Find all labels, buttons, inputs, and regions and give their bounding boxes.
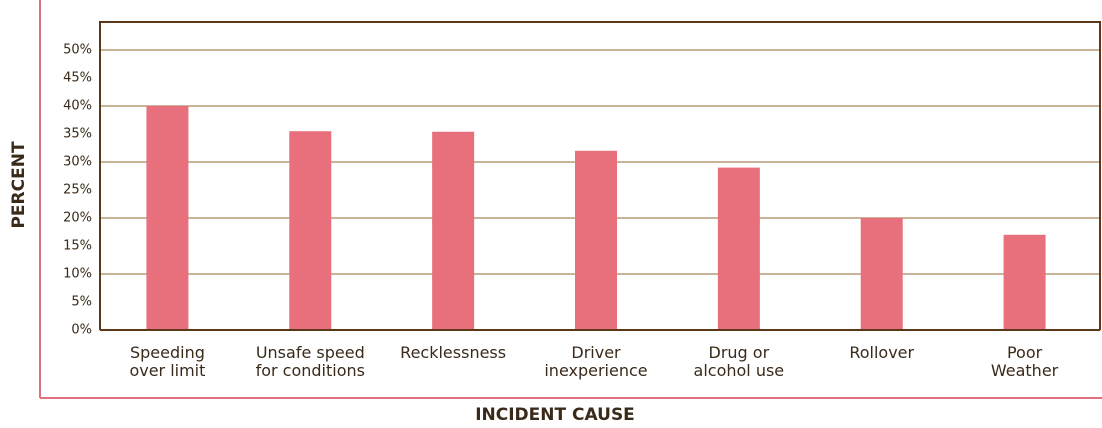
x-tick-label: Poor Weather xyxy=(991,343,1059,380)
y-axis-label: PERCENT xyxy=(9,141,29,228)
bar xyxy=(575,150,617,330)
x-tick-label-line: over limit xyxy=(129,361,205,380)
x-tick-label-line: Speeding xyxy=(130,343,205,362)
y-tick-label: 25% xyxy=(63,183,92,198)
x-tick-label-line: inexperience xyxy=(544,361,647,380)
x-tick-label: Recklessness xyxy=(400,343,506,362)
x-tick-label-line: Driver xyxy=(571,343,621,362)
x-tick-label: Unsafe speed for conditions xyxy=(256,343,365,380)
bar xyxy=(289,131,332,330)
x-tick-label-line: Recklessness xyxy=(400,343,506,362)
y-tick-label: 35% xyxy=(63,127,92,142)
y-tick-label: 0% xyxy=(71,323,92,338)
x-tick-label-line: Weather xyxy=(991,361,1059,380)
y-tick-label: 40% xyxy=(63,99,92,114)
y-tick-label: 5% xyxy=(71,295,92,310)
y-tick-label: 45% xyxy=(63,71,92,86)
y-tick-label: 10% xyxy=(63,267,92,282)
x-tick-label: Driver inexperience xyxy=(544,343,647,380)
x-tick-label-line: Rollover xyxy=(849,343,914,362)
x-tick-label-line: Drug or xyxy=(709,343,770,362)
y-tick-label: 15% xyxy=(63,239,92,254)
x-tick-label-line: alcohol use xyxy=(694,361,785,380)
x-axis-label: INCIDENT CAUSE xyxy=(475,405,635,425)
y-tick-label: 20% xyxy=(63,211,92,226)
x-tick-label: Speeding over limit xyxy=(129,343,205,380)
bar xyxy=(432,131,475,330)
bar xyxy=(860,218,903,330)
y-tick-label: 30% xyxy=(63,155,92,170)
bar xyxy=(717,167,760,330)
x-tick-label: Drug or alcohol use xyxy=(694,343,785,380)
bar xyxy=(146,106,189,330)
x-tick-label-line: for conditions xyxy=(256,361,365,380)
plot-frame xyxy=(99,21,1101,330)
x-tick-label: Rollover xyxy=(849,343,914,362)
bar xyxy=(1003,234,1046,330)
x-tick-label-line: Poor xyxy=(1007,343,1043,362)
x-tick-label-line: Unsafe speed xyxy=(256,343,365,362)
y-tick-label: 50% xyxy=(63,43,92,58)
